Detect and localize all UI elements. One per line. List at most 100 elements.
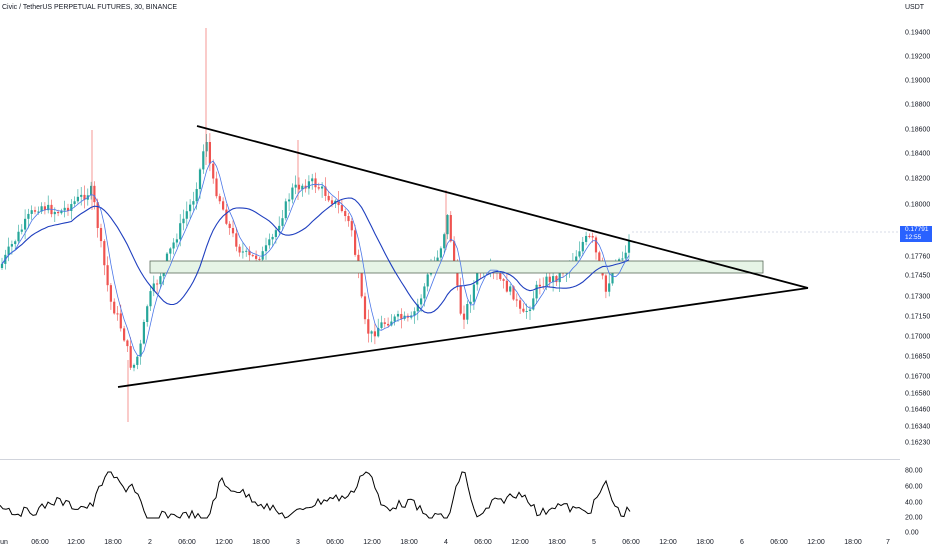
candle-body	[192, 201, 195, 205]
time-tick: 18:00	[548, 539, 566, 546]
candle-body	[103, 241, 106, 266]
candle-body	[288, 199, 291, 202]
candle-body	[63, 207, 66, 211]
candle-body	[126, 340, 129, 347]
price-tick: 0.16460	[905, 406, 931, 414]
candle-body	[604, 275, 607, 292]
candle-body	[476, 269, 479, 285]
time-tick: 06:00	[474, 539, 492, 546]
candle-body	[218, 196, 221, 202]
candle-body	[558, 272, 561, 283]
candle-body	[552, 276, 555, 283]
candle-body	[512, 286, 515, 300]
candle-body	[469, 301, 472, 305]
pane-separator	[0, 459, 900, 460]
candle-body	[297, 184, 301, 190]
candle-body	[189, 204, 192, 212]
candle-body	[66, 207, 70, 211]
candle-body	[96, 202, 99, 228]
candle-body	[624, 252, 627, 259]
candle-body	[159, 276, 162, 285]
candle-body	[446, 215, 449, 235]
candle-body	[27, 213, 30, 219]
candle-body	[337, 200, 340, 206]
candle-body	[555, 276, 558, 283]
candle-body	[548, 276, 551, 283]
time-tick: 12:00	[67, 539, 85, 546]
candle-body	[185, 211, 188, 219]
candle-body	[17, 231, 20, 242]
candle-body	[449, 215, 452, 242]
candle-body	[129, 346, 132, 368]
candle-body	[238, 246, 241, 253]
candle-body	[594, 237, 598, 253]
candle-body	[439, 248, 442, 258]
candle-body	[202, 151, 205, 170]
candle-body	[608, 283, 611, 292]
last-price-badge: 0.17791 12:55	[900, 226, 932, 242]
last-price-value: 0.17791	[905, 226, 929, 233]
candle-body	[373, 331, 376, 337]
candle-body	[499, 273, 502, 280]
candle-body	[146, 306, 149, 322]
candle-body	[139, 343, 142, 357]
candle-body	[327, 195, 330, 201]
candle-body	[581, 241, 584, 252]
candle-body	[330, 200, 334, 204]
time-tick: un	[0, 539, 8, 546]
candle-body	[281, 218, 284, 226]
candle-body	[40, 206, 43, 212]
candle-body	[278, 225, 281, 231]
candle-body	[380, 322, 383, 328]
moving-average-fast	[1, 160, 630, 357]
price-tick: 0.18600	[905, 126, 931, 134]
candle-body	[90, 185, 93, 196]
candle-body	[205, 142, 208, 152]
candle-body	[47, 204, 50, 211]
time-tick: 12:00	[659, 539, 677, 546]
price-tick: 0.19000	[905, 77, 931, 85]
candle-body	[307, 181, 310, 189]
time-tick: 4	[444, 539, 448, 546]
candle-body	[24, 218, 27, 230]
triangle-lower-line	[117, 287, 809, 388]
rsi-tick: 40.00	[905, 499, 923, 507]
candle-body	[231, 227, 235, 234]
candle-body	[152, 283, 155, 292]
candle-body	[522, 308, 525, 312]
candle-body	[132, 364, 136, 368]
time-tick: 5	[592, 539, 596, 546]
candle-body	[235, 233, 238, 247]
candle-body	[502, 279, 505, 281]
time-tick: 12:00	[511, 539, 529, 546]
candle-body	[123, 328, 126, 341]
price-tick: 0.16340	[905, 423, 931, 431]
candle-body	[284, 201, 287, 219]
price-tick: 0.17000	[905, 333, 931, 341]
time-tick: 3	[296, 539, 300, 546]
candle-body	[106, 265, 109, 286]
moving-average-slow	[1, 197, 630, 314]
rsi-tick: 0.00	[905, 529, 919, 537]
price-tick: 0.17300	[905, 293, 931, 301]
candle-body	[142, 321, 145, 344]
candle-body	[76, 196, 79, 202]
rsi-tick: 80.00	[905, 467, 923, 475]
candle-body	[109, 285, 112, 302]
candle-body	[350, 221, 353, 231]
candle-body	[198, 169, 202, 190]
time-tick: 18:00	[696, 539, 714, 546]
candle-body	[588, 235, 591, 237]
candle-body	[413, 311, 416, 316]
price-tick: 0.18400	[905, 150, 931, 158]
candle-body	[136, 356, 139, 365]
candle-body	[324, 186, 327, 196]
time-tick: 12:00	[215, 539, 233, 546]
price-tick: 0.17150	[905, 313, 931, 321]
candle-body	[621, 258, 624, 260]
candle-body	[426, 274, 429, 287]
price-tick: 0.16230	[905, 439, 931, 447]
candle-body	[443, 234, 446, 249]
time-tick: 6	[740, 539, 744, 546]
